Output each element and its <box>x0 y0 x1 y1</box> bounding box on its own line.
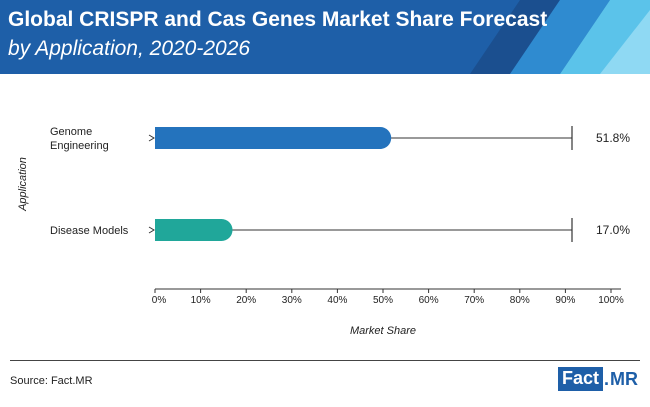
x-tick-label: 50% <box>373 295 393 306</box>
x-tick-label: 80% <box>510 295 530 306</box>
bar <box>155 127 392 149</box>
header-banner: Global CRISPR and Cas Genes Market Share… <box>0 0 650 74</box>
x-tick-label: 100% <box>598 295 624 306</box>
category-label: Genome Engineering <box>50 126 109 152</box>
source-note: Source: Fact.MR <box>10 375 93 387</box>
chart-title: Global CRISPR and Cas Genes Market Share… <box>8 8 548 31</box>
header-stripes <box>470 0 650 74</box>
x-tick-label: 20% <box>236 295 256 306</box>
chart-canvas: Application 51.8% Genome Engineering 17.0% Di… <box>17 126 630 337</box>
bar <box>155 219 233 241</box>
category-arrow <box>148 226 155 234</box>
x-tick-label: 30% <box>282 295 302 306</box>
x-axis-label: Market Share <box>350 325 416 337</box>
y-axis-label: Application <box>17 157 29 212</box>
x-tick-label: 70% <box>464 295 484 306</box>
logo-mr: MR <box>610 368 638 389</box>
x-tick-label: 40% <box>327 295 347 306</box>
x-tick-label: 60% <box>419 295 439 306</box>
category-arrow <box>148 134 155 142</box>
category-label-line: Disease Models <box>50 225 129 237</box>
x-tick-label: 90% <box>555 295 575 306</box>
category-label-line: Engineering <box>50 140 109 152</box>
category-label: Disease Models <box>50 225 129 237</box>
stripe-mid <box>510 0 610 74</box>
x-tick-label: 0% <box>152 295 167 306</box>
logo-fact: Fact <box>557 367 603 391</box>
chart-subtitle: by Application, 2020-2026 <box>8 37 251 60</box>
data-label: 17.0% <box>596 223 630 237</box>
stripe-dark <box>470 0 560 74</box>
x-tick-label: 10% <box>191 295 211 306</box>
factmr-logo: Fact. MR <box>557 367 638 391</box>
stripe-pale <box>600 10 650 74</box>
data-label: 51.8% <box>596 131 630 145</box>
logo-dot: . <box>603 368 609 389</box>
footer-divider <box>10 360 640 361</box>
category-label-line: Genome <box>50 126 92 138</box>
